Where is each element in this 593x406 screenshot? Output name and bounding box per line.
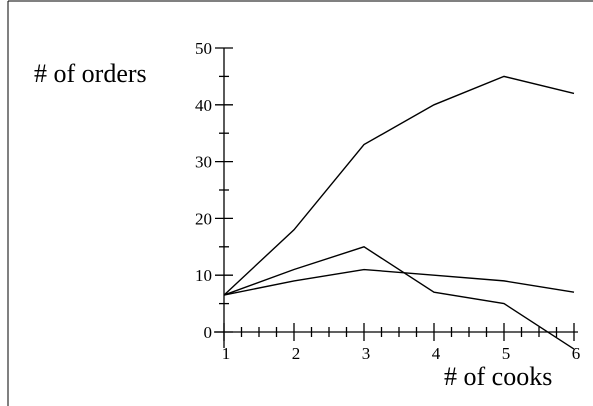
x-ticks: 1 2 3 4 5 6 — [222, 323, 581, 363]
x-tick-label: 5 — [502, 344, 511, 363]
y-tick-label: 50 — [195, 39, 212, 58]
x-tick-label: 2 — [292, 344, 301, 363]
y-tick-label: 30 — [195, 153, 212, 172]
x-tick-label: 1 — [222, 344, 231, 363]
x-axis-label: # of cooks — [444, 362, 552, 391]
y-axis-label: # of orders — [34, 59, 147, 88]
series-line-1 — [223, 75, 575, 296]
series-line-2 — [223, 268, 575, 296]
y-tick-label: 0 — [204, 323, 213, 342]
y-ticks: 0 10 20 30 40 50 — [195, 39, 233, 342]
y-tick-label: 20 — [195, 209, 212, 228]
series-line-3 — [223, 246, 575, 350]
x-tick-label: 6 — [572, 344, 581, 363]
x-tick-label: 3 — [362, 344, 371, 363]
y-tick-label: 40 — [195, 96, 212, 115]
x-tick-label: 4 — [432, 344, 441, 363]
series-group — [223, 75, 575, 350]
y-tick-label: 10 — [195, 266, 212, 285]
